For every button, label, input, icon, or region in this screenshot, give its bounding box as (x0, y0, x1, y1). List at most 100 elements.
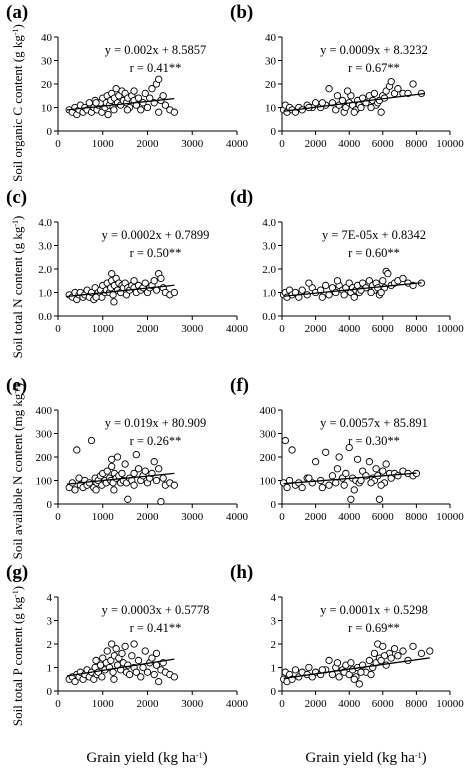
data-point (134, 465, 143, 473)
y-tick-label: 10 (265, 103, 277, 115)
data-point (318, 483, 326, 492)
regression-equation: y = 0.0001x + 0.5298 (320, 603, 428, 617)
panel-label: (c) (6, 187, 27, 208)
regression-line (283, 472, 417, 485)
x-tick-label: 2000 (137, 698, 160, 710)
data-point (283, 483, 291, 492)
chart-panel-1: (a) 0 10 20 30 40 0 1000 2000 3000 4000 y = 0.002x … (6, 2, 249, 150)
x-tick-label: 1000 (92, 138, 115, 150)
x-tick-label: 3000 (181, 698, 204, 710)
data-point (365, 458, 374, 466)
panel-label: (b) (230, 2, 253, 23)
data-point (357, 668, 365, 676)
y-tick-label: 4 (47, 592, 53, 604)
x-tick-label: 2000 (137, 138, 160, 150)
data-point (377, 656, 385, 665)
data-point (399, 647, 407, 655)
data-point (71, 677, 79, 686)
y-tick-label: 4.0 (262, 217, 276, 229)
x-tick-label: 1000 (92, 698, 115, 710)
correlation-label: r = 0.60** (348, 246, 400, 260)
data-point (170, 108, 179, 116)
x-tick-label: 1000 (92, 511, 115, 523)
data-point (333, 277, 342, 285)
x-tick-label: 4000 (338, 138, 361, 150)
data-point (87, 436, 96, 445)
data-point (134, 94, 143, 102)
correlation-label: r = 0.69** (348, 621, 400, 635)
y-tick-label: 2 (47, 639, 53, 651)
data-point (108, 462, 116, 471)
y-tick-label: 0.0 (262, 311, 276, 323)
data-point (110, 298, 118, 306)
y-tick-label: 0.0 (38, 311, 52, 323)
data-point (71, 486, 79, 494)
data-point (394, 472, 402, 480)
x-tick-label: 10000 (436, 698, 464, 710)
data-point (394, 85, 402, 93)
data-point (333, 659, 342, 667)
x-tick-label: 0 (279, 323, 285, 335)
data-point (375, 495, 384, 503)
data-point (141, 467, 149, 475)
data-point (311, 99, 320, 107)
data-point (104, 110, 112, 119)
row-ylabel-2: Soil total N content (g kg-1) (10, 216, 25, 359)
data-point (155, 108, 163, 116)
y-tick-label: 10 (41, 103, 53, 115)
data-point (121, 642, 129, 650)
data-point (367, 670, 375, 679)
data-point (357, 103, 365, 112)
data-point (137, 106, 145, 114)
x-tick-label: 4000 (338, 511, 361, 523)
data-point (130, 87, 138, 95)
data-point (150, 670, 158, 679)
data-point (150, 458, 158, 466)
data-point (305, 663, 313, 672)
data-point (107, 656, 115, 665)
panel-label: (f) (230, 375, 249, 396)
data-point (155, 465, 163, 473)
data-point (143, 103, 152, 112)
data-point (132, 668, 140, 676)
y-tick-label: 4 (271, 592, 277, 604)
data-point (316, 286, 325, 294)
data-point (318, 293, 326, 301)
data-point (141, 279, 149, 287)
data-point (170, 481, 179, 489)
data-point (130, 640, 138, 648)
x-tick-label: 10000 (436, 511, 464, 523)
data-point (417, 649, 426, 658)
y-tick-label: 1 (271, 663, 277, 675)
x-tick-label: 4000 (226, 138, 249, 150)
x-tick-label: 4000 (226, 511, 249, 523)
data-point (335, 673, 343, 681)
x-tick-label: 8000 (405, 138, 428, 150)
data-point (365, 656, 374, 665)
data-point (92, 486, 100, 494)
chart-panel-2: (b) 0 10 20 30 40 0 2000 4000 6000 8000 10000 y = 0.… (230, 2, 464, 150)
data-point (322, 281, 330, 290)
correlation-label: r = 0.50** (130, 246, 182, 260)
y-tick-label: 0 (271, 499, 277, 511)
regression-line (66, 472, 175, 485)
data-point (281, 436, 290, 445)
data-point (384, 270, 392, 278)
chart-panel-8: (h) 0 1 2 3 4 0 2000 4000 6000 8000 10000 y = 0.0001… (230, 562, 464, 710)
data-point (394, 652, 402, 660)
data-point (112, 645, 120, 653)
data-point (150, 277, 158, 285)
y-tick-label: 200 (36, 452, 53, 464)
data-point (338, 96, 347, 105)
data-point (298, 286, 306, 294)
x-tick-label: 3000 (181, 323, 204, 335)
data-point (108, 270, 116, 278)
regression-line (66, 97, 175, 111)
data-point (303, 291, 311, 299)
data-point (128, 652, 136, 660)
data-point (108, 455, 116, 463)
correlation-label: r = 0.30** (348, 434, 400, 448)
y-tick-label: 0 (271, 126, 277, 138)
data-point (152, 649, 161, 658)
data-point (399, 274, 407, 283)
